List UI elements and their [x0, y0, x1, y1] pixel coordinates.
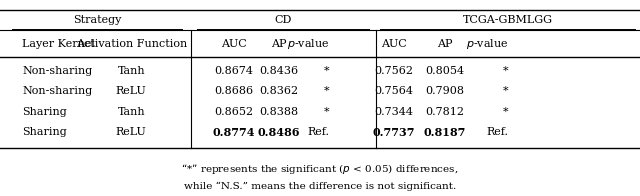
Text: Ref.: Ref.: [487, 127, 509, 137]
Text: 0.8187: 0.8187: [424, 127, 466, 138]
Text: 0.7812: 0.7812: [426, 107, 464, 117]
Text: Sharing: Sharing: [22, 127, 67, 137]
Text: *: *: [324, 65, 330, 76]
Text: *: *: [503, 65, 509, 76]
Text: *: *: [503, 86, 509, 96]
Text: 0.7737: 0.7737: [372, 127, 415, 138]
Text: $p$-value: $p$-value: [467, 36, 509, 51]
Text: “*” represents the significant ($p$ < 0.05) differences,: “*” represents the significant ($p$ < 0.…: [181, 162, 459, 176]
Text: Strategy: Strategy: [73, 15, 122, 25]
Text: AP: AP: [271, 38, 286, 49]
Text: *: *: [324, 86, 330, 96]
Text: 0.8362: 0.8362: [259, 86, 298, 96]
Text: 0.8436: 0.8436: [259, 65, 298, 76]
Text: ReLU: ReLU: [116, 127, 147, 137]
Text: Tanh: Tanh: [117, 107, 145, 117]
Text: Ref.: Ref.: [308, 127, 330, 137]
Text: $p$-value: $p$-value: [287, 36, 330, 51]
Text: AUC: AUC: [221, 38, 246, 49]
Text: 0.8674: 0.8674: [214, 65, 253, 76]
Text: *: *: [503, 107, 509, 117]
Text: CD: CD: [275, 15, 292, 25]
Text: *: *: [324, 107, 330, 117]
Text: Layer Kernel: Layer Kernel: [22, 38, 95, 49]
Text: 0.7344: 0.7344: [374, 107, 413, 117]
Text: 0.8774: 0.8774: [212, 127, 255, 138]
Text: 0.8388: 0.8388: [259, 107, 298, 117]
Text: Non-sharing: Non-sharing: [22, 65, 93, 76]
Text: AUC: AUC: [381, 38, 406, 49]
Text: while “N.S.” means the difference is not significant.: while “N.S.” means the difference is not…: [184, 181, 456, 191]
Text: 0.8652: 0.8652: [214, 107, 253, 117]
Text: Sharing: Sharing: [22, 107, 67, 117]
Text: ReLU: ReLU: [116, 86, 147, 96]
Text: 0.8054: 0.8054: [425, 65, 465, 76]
Text: 0.7562: 0.7562: [374, 65, 413, 76]
Text: TCGA-GBMLGG: TCGA-GBMLGG: [463, 15, 552, 25]
Text: Non-sharing: Non-sharing: [22, 86, 93, 96]
Text: 0.8686: 0.8686: [214, 86, 253, 96]
Text: 0.8486: 0.8486: [257, 127, 300, 138]
Text: Activation Function: Activation Function: [76, 38, 187, 49]
Text: 0.7908: 0.7908: [426, 86, 464, 96]
Text: AP: AP: [437, 38, 452, 49]
Text: Tanh: Tanh: [117, 65, 145, 76]
Text: 0.7564: 0.7564: [374, 86, 413, 96]
